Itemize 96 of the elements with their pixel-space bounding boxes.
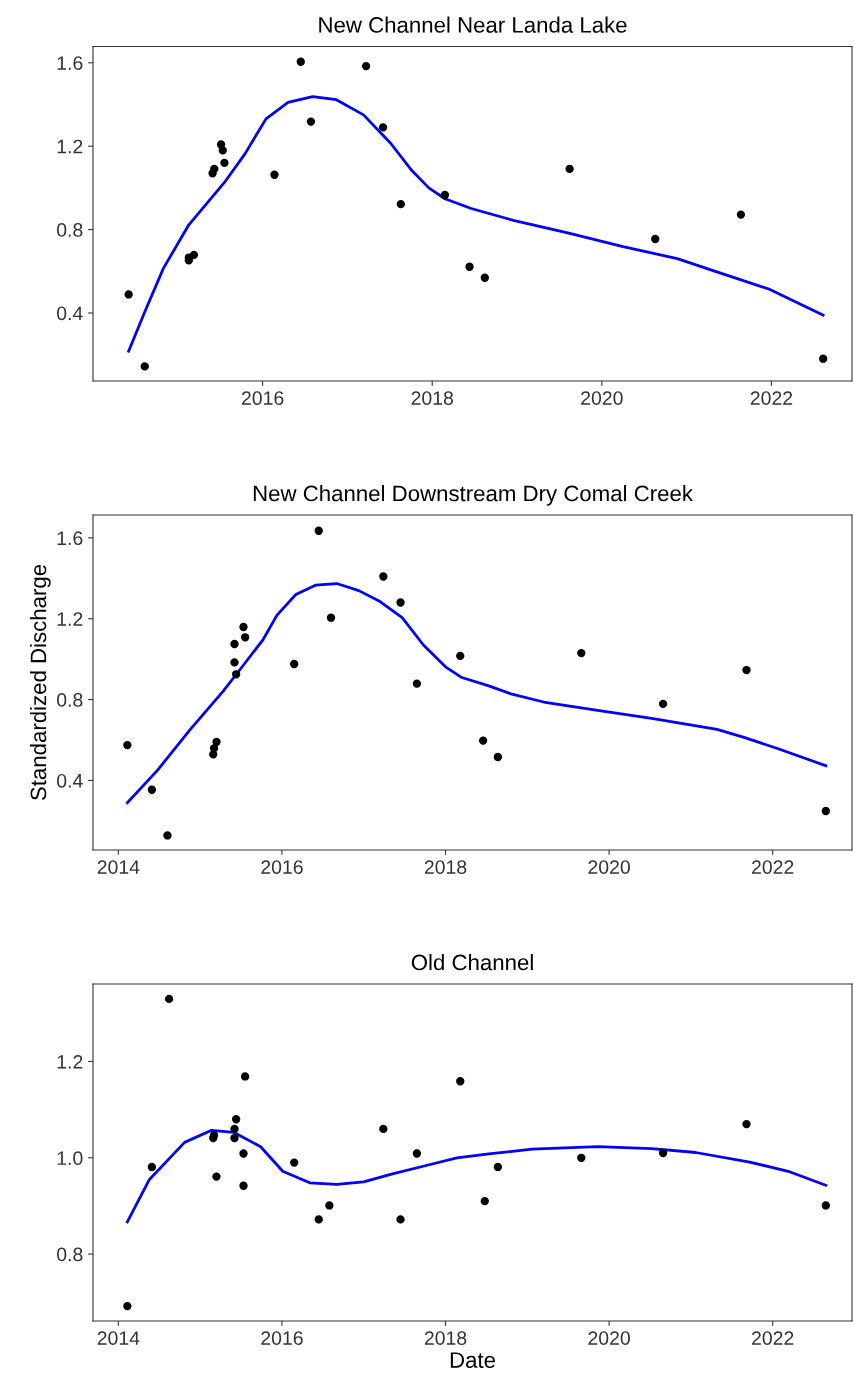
x-tick-label: 2020 xyxy=(581,391,623,405)
point xyxy=(230,1124,239,1134)
point xyxy=(440,190,450,200)
point xyxy=(412,679,422,688)
y-tick-label: 0.8 xyxy=(57,223,83,237)
point xyxy=(239,1181,248,1190)
point xyxy=(296,57,305,66)
point xyxy=(493,1162,503,1172)
x-axis-title: Date xyxy=(450,1352,495,1368)
point xyxy=(123,740,132,750)
point xyxy=(220,158,229,168)
point xyxy=(658,699,668,708)
point xyxy=(378,123,388,132)
y-tick-label: 1.6 xyxy=(57,531,83,546)
x-tick-label: 2022 xyxy=(752,1331,794,1345)
point xyxy=(379,572,388,581)
point xyxy=(314,1215,323,1224)
x-tick-label: 2018 xyxy=(424,860,467,874)
point xyxy=(270,170,279,179)
point xyxy=(456,651,465,661)
x-tick-label: 2016 xyxy=(261,860,303,874)
y-tick-label: 0.4 xyxy=(57,306,83,321)
point xyxy=(577,648,586,658)
point xyxy=(230,639,239,649)
point xyxy=(240,1072,250,1081)
point xyxy=(218,146,227,155)
x-tick-label: 2018 xyxy=(424,1331,467,1345)
point xyxy=(163,831,172,840)
line-series xyxy=(125,582,828,805)
y-tick-label: 1.6 xyxy=(57,56,83,70)
point xyxy=(306,117,316,126)
point xyxy=(396,1215,405,1224)
point xyxy=(212,737,221,746)
point xyxy=(493,752,503,762)
point xyxy=(396,199,406,209)
chart-title: New Channel Near Landa Lake xyxy=(319,16,627,33)
y-tick-label: 0.8 xyxy=(57,1247,83,1262)
point xyxy=(124,290,133,299)
point xyxy=(147,785,157,794)
chart-title: Old Channel xyxy=(411,954,533,971)
point xyxy=(123,1301,132,1311)
point xyxy=(821,806,830,816)
x-tick-label: 2014 xyxy=(97,1331,140,1345)
point xyxy=(821,1201,830,1210)
point xyxy=(189,250,199,259)
point xyxy=(412,1149,422,1158)
point xyxy=(379,1124,388,1134)
y-tick-label: 1.2 xyxy=(57,1054,83,1069)
x-tick-label: 2016 xyxy=(261,1331,303,1345)
point xyxy=(230,658,239,667)
point xyxy=(325,1201,334,1210)
y-axis-title: Standardized Discharge xyxy=(29,564,51,801)
point xyxy=(742,1119,751,1129)
point xyxy=(480,1196,489,1206)
point xyxy=(361,61,371,71)
line-series xyxy=(127,95,825,353)
point xyxy=(147,1162,157,1172)
point xyxy=(819,354,828,363)
point xyxy=(231,1115,241,1124)
point xyxy=(456,1077,465,1086)
y-tick-label: 1.2 xyxy=(57,139,83,154)
point xyxy=(164,994,174,1004)
chart-title: New Channel Downstream Dry Comal Creek xyxy=(253,485,693,506)
point xyxy=(212,1172,221,1181)
point xyxy=(231,670,241,679)
y-tick-label: 0.8 xyxy=(57,693,83,707)
x-tick-label: 2022 xyxy=(752,860,794,874)
point xyxy=(465,262,474,271)
point xyxy=(326,613,336,622)
point xyxy=(290,1158,299,1167)
point xyxy=(239,1149,248,1158)
x-tick-label: 2014 xyxy=(97,860,140,874)
point xyxy=(290,659,299,669)
point xyxy=(480,273,489,282)
x-tick-label: 2022 xyxy=(750,391,793,405)
x-tick-label: 2018 xyxy=(411,391,453,405)
point xyxy=(230,1133,239,1143)
point xyxy=(577,1153,586,1162)
point xyxy=(565,164,574,174)
point xyxy=(210,164,219,174)
point xyxy=(239,622,248,632)
point xyxy=(396,598,405,607)
x-tick-label: 2020 xyxy=(588,860,630,874)
y-tick-label: 1.2 xyxy=(57,612,83,626)
x-tick-label: 2016 xyxy=(241,391,284,405)
point xyxy=(658,1148,668,1158)
y-tick-label: 1.0 xyxy=(57,1151,83,1166)
point xyxy=(651,234,660,244)
point xyxy=(240,633,250,642)
point xyxy=(736,210,746,219)
point xyxy=(478,736,488,745)
point xyxy=(314,526,323,535)
x-tick-label: 2020 xyxy=(588,1331,630,1345)
y-tick-label: 0.4 xyxy=(57,773,83,788)
point xyxy=(140,362,149,371)
point xyxy=(742,665,751,675)
